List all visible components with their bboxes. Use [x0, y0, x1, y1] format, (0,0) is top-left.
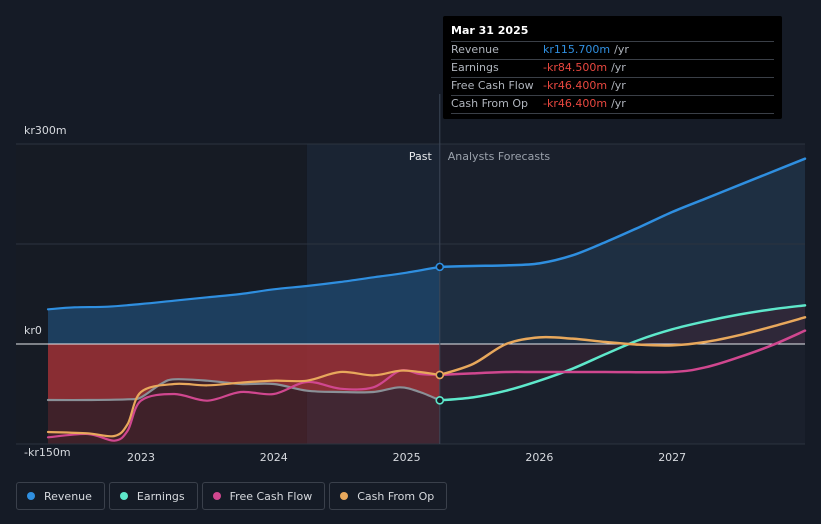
tooltip-row-label: Earnings [451, 61, 499, 74]
tooltip-row-revenue: Revenue kr115.700m/yr [451, 42, 774, 60]
legend-dot-icon [212, 492, 221, 500]
y-tick-label-0: kr300m [24, 124, 67, 137]
tooltip-row-label: Free Cash Flow [451, 79, 534, 92]
tooltip-row-cash-from-op: Cash From Op -kr46.400m/yr [451, 96, 774, 114]
tooltip-row-unit: /yr [611, 61, 626, 74]
y-tick-label-2: -kr150m [24, 446, 71, 459]
tooltip-row-value: -kr84.500m [543, 61, 608, 74]
legend-item-revenue[interactable]: Revenue [16, 482, 105, 510]
series-line-forecast-free-cash-flow [438, 329, 807, 377]
legend-dot-icon [340, 492, 349, 500]
revenue-area-past [48, 266, 440, 344]
series-line-forecast-earnings [438, 304, 807, 402]
legend-item-free-cash-flow[interactable]: Free Cash Flow [201, 482, 326, 510]
series-line-forecast-revenue [438, 157, 807, 269]
series-line-past-cash-from-op [46, 369, 441, 438]
tooltip-row-label: Revenue [451, 43, 499, 56]
series-line-forecast-cash-from-op [438, 316, 807, 377]
earnings-area-forecast [439, 305, 805, 401]
x-tick-label-4: 2027 [658, 451, 686, 464]
legend-label: Revenue [44, 489, 92, 503]
tooltip-row-label: Cash From Op [451, 97, 529, 110]
tooltip-row-value: -kr46.400m [543, 97, 608, 110]
tooltip-row-unit: /yr [611, 97, 626, 110]
y-tick-label-1: kr0 [24, 324, 42, 337]
legend-dot-icon [119, 492, 128, 500]
forecast-label: Analysts Forecasts [448, 150, 551, 163]
legend-label: Free Cash Flow [229, 489, 313, 503]
legend-item-earnings[interactable]: Earnings [108, 482, 198, 510]
marker-revenue [435, 262, 445, 272]
x-tick-label-2: 2025 [393, 451, 421, 464]
marker-earnings [435, 396, 445, 405]
series-line-past-revenue [46, 265, 441, 311]
revenue-area-forecast [439, 158, 805, 344]
tooltip: Mar 31 2025 Revenue kr115.700m/yr Earnings… [443, 16, 782, 119]
tooltip-row-earnings: Earnings -kr84.500m/yr [451, 60, 774, 78]
tooltip-row-unit: /yr [614, 43, 629, 56]
tooltip-date: Mar 31 2025 [451, 24, 774, 42]
marker-cash-from-op [435, 370, 445, 380]
past-label: Past [409, 150, 433, 163]
x-tick-label-0: 2023 [127, 451, 155, 464]
x-tick-label-1: 2024 [260, 451, 288, 464]
earnings-area-past [48, 344, 440, 401]
series-line-past-free-cash-flow [46, 369, 441, 442]
tooltip-row-value: -kr46.400m [543, 79, 608, 92]
legend-dot-icon [27, 492, 35, 500]
legend-label: Cash From Op [357, 489, 435, 503]
legend-label: Earnings [136, 489, 185, 503]
x-tick-label-3: 2026 [525, 451, 553, 464]
tooltip-row-unit: /yr [611, 79, 626, 92]
tooltip-row-free-cash-flow: Free Cash Flow -kr46.400m/yr [451, 78, 774, 96]
legend-item-cash-from-op[interactable]: Cash From Op [329, 482, 448, 510]
series-line-past-earnings [46, 378, 441, 402]
tooltip-row-value: kr115.700m [543, 43, 611, 56]
legend: Revenue Earnings Free Cash Flow Cash From O… [16, 482, 448, 510]
